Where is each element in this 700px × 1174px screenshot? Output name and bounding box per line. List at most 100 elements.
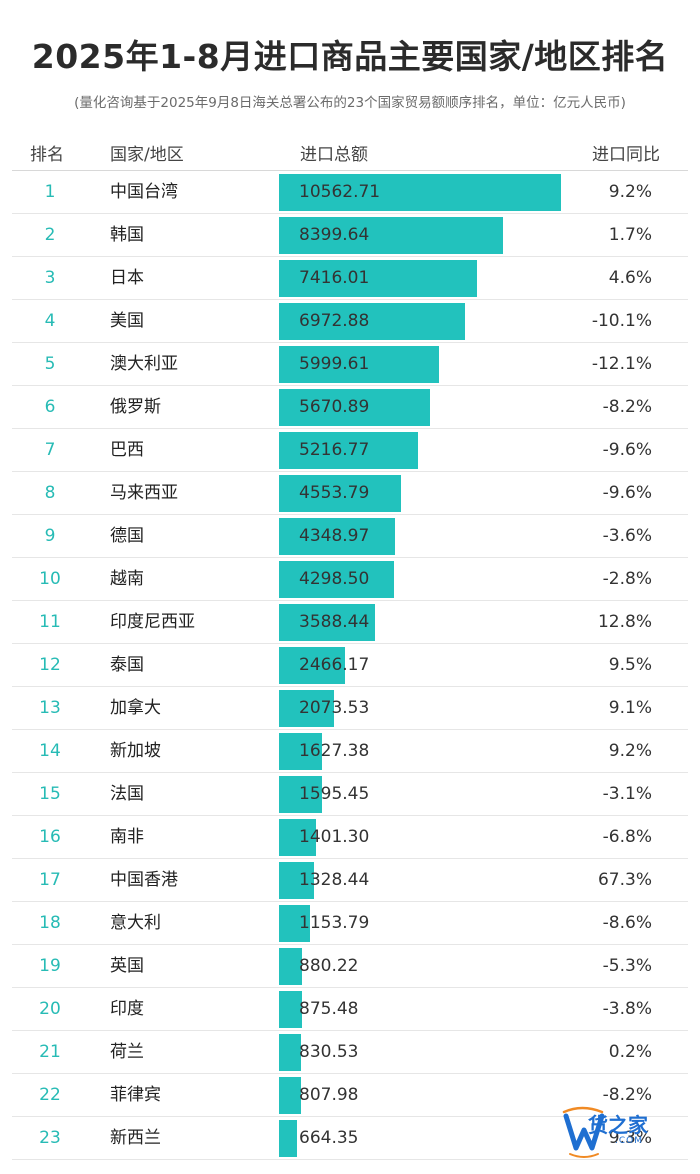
country-label: 意大利 bbox=[110, 913, 161, 933]
table-row: 8 马来西亚 4553.79 -9.6% bbox=[12, 472, 688, 515]
yoy-label: -3.8% bbox=[602, 999, 652, 1019]
value-bar bbox=[279, 1034, 302, 1071]
rank-label: 15 bbox=[39, 784, 61, 804]
value-label: 4348.97 bbox=[299, 526, 370, 546]
yoy-label: -3.1% bbox=[602, 784, 652, 804]
country-label: 新加坡 bbox=[110, 741, 161, 761]
table-row: 13 加拿大 2073.53 9.1% bbox=[12, 687, 688, 730]
rank-label: 21 bbox=[39, 1042, 61, 1062]
value-label: 1153.79 bbox=[299, 913, 370, 933]
rank-label: 9 bbox=[44, 526, 56, 546]
rank-label: 11 bbox=[39, 612, 61, 632]
country-label: 加拿大 bbox=[110, 698, 161, 718]
country-label: 澳大利亚 bbox=[110, 354, 178, 374]
rank-label: 23 bbox=[39, 1128, 61, 1148]
rank-label: 1 bbox=[44, 182, 56, 202]
rank-label: 6 bbox=[44, 397, 56, 417]
table-row: 1 中国台湾 10562.71 9.2% bbox=[12, 171, 688, 214]
value-label: 10562.71 bbox=[299, 182, 381, 202]
rank-label: 16 bbox=[39, 827, 61, 847]
value-bar bbox=[279, 647, 345, 684]
value-bar bbox=[279, 475, 401, 512]
country-label: 印度 bbox=[110, 999, 144, 1019]
value-bar bbox=[279, 905, 310, 942]
rank-label: 5 bbox=[44, 354, 56, 374]
rank-label: 18 bbox=[39, 913, 61, 933]
value-label: 5999.61 bbox=[299, 354, 370, 374]
country-label: 德国 bbox=[110, 526, 144, 546]
column-header-amount: 进口总额 bbox=[300, 145, 368, 165]
table-row: 14 新加坡 1627.38 9.2% bbox=[12, 730, 688, 773]
rank-label: 7 bbox=[44, 440, 56, 460]
table-row: 12 泰国 2466.17 9.5% bbox=[12, 644, 688, 687]
value-bar bbox=[279, 776, 322, 813]
value-label: 4553.79 bbox=[299, 483, 370, 503]
column-header-country: 国家/地区 bbox=[110, 145, 184, 165]
value-label: 664.35 bbox=[299, 1128, 359, 1148]
value-bar bbox=[279, 303, 466, 340]
yoy-label: -8.2% bbox=[602, 1085, 652, 1105]
value-bar bbox=[279, 432, 419, 469]
table-row: 18 意大利 1153.79 -8.6% bbox=[12, 902, 688, 945]
value-label: 6972.88 bbox=[299, 311, 370, 331]
value-bar bbox=[279, 733, 323, 770]
rank-label: 20 bbox=[39, 999, 61, 1019]
country-label: 中国香港 bbox=[110, 870, 178, 890]
table-row: 23 新西兰 664.35 9.3% bbox=[12, 1117, 688, 1160]
page-title: 2025年1-8月进口商品主要国家/地区排名 bbox=[31, 37, 669, 76]
logo-text: 货之家 bbox=[588, 1113, 648, 1137]
table-row: 9 德国 4348.97 -3.6% bbox=[12, 515, 688, 558]
country-label: 中国台湾 bbox=[110, 182, 178, 202]
value-label: 1627.38 bbox=[299, 741, 370, 761]
yoy-label: -8.6% bbox=[602, 913, 652, 933]
country-label: 印度尼西亚 bbox=[110, 612, 195, 632]
country-label: 美国 bbox=[110, 311, 144, 331]
value-label: 4298.50 bbox=[299, 569, 370, 589]
yoy-label: -9.6% bbox=[602, 483, 652, 503]
country-label: 泰国 bbox=[110, 655, 144, 675]
yoy-label: 9.2% bbox=[608, 182, 652, 202]
value-bar bbox=[279, 948, 303, 985]
yoy-label: -3.6% bbox=[602, 526, 652, 546]
country-label: 南非 bbox=[110, 827, 144, 847]
value-label: 1328.44 bbox=[299, 870, 370, 890]
rank-label: 10 bbox=[39, 569, 61, 589]
value-label: 1595.45 bbox=[299, 784, 370, 804]
yoy-label: 67.3% bbox=[597, 870, 652, 890]
value-label: 1401.30 bbox=[299, 827, 370, 847]
country-label: 日本 bbox=[110, 268, 144, 288]
yoy-label: -5.3% bbox=[602, 956, 652, 976]
country-label: 菲律宾 bbox=[110, 1085, 161, 1105]
value-label: 5670.89 bbox=[299, 397, 370, 417]
value-bar bbox=[279, 819, 317, 856]
page-subtitle: (量化咨询基于2025年9月8日海关总署公布的23个国家贸易额顺序排名，单位：亿… bbox=[74, 95, 626, 111]
yoy-label: 9.3% bbox=[608, 1128, 652, 1148]
value-bar bbox=[279, 561, 394, 598]
rank-label: 17 bbox=[39, 870, 61, 890]
table-row: 5 澳大利亚 5999.61 -12.1% bbox=[12, 343, 688, 386]
rank-label: 2 bbox=[44, 225, 56, 245]
value-label: 807.98 bbox=[299, 1085, 359, 1105]
country-label: 法国 bbox=[110, 784, 144, 804]
yoy-label: -9.6% bbox=[602, 440, 652, 460]
table-row: 3 日本 7416.01 4.6% bbox=[12, 257, 688, 300]
header-divider bbox=[12, 170, 688, 171]
table-row: 11 印度尼西亚 3588.44 12.8% bbox=[12, 601, 688, 644]
table-row: 15 法国 1595.45 -3.1% bbox=[12, 773, 688, 816]
yoy-label: 1.7% bbox=[608, 225, 652, 245]
table-header: 排名 国家/地区 进口总额 进口同比 bbox=[0, 140, 700, 165]
value-bar bbox=[279, 346, 440, 383]
value-bar bbox=[279, 217, 504, 254]
country-label: 新西兰 bbox=[110, 1128, 161, 1148]
table-row: 16 南非 1401.30 -6.8% bbox=[12, 816, 688, 859]
table-row: 17 中国香港 1328.44 67.3% bbox=[12, 859, 688, 902]
value-label: 2466.17 bbox=[299, 655, 370, 675]
rank-label: 3 bbox=[44, 268, 56, 288]
value-bar bbox=[279, 690, 335, 727]
value-bar bbox=[279, 389, 431, 426]
w-logo-icon bbox=[562, 1106, 605, 1158]
country-label: 俄罗斯 bbox=[110, 397, 161, 417]
table-row: 21 荷兰 830.53 0.2% bbox=[12, 1031, 688, 1074]
country-label: 荷兰 bbox=[110, 1042, 144, 1062]
value-bar bbox=[279, 260, 477, 297]
